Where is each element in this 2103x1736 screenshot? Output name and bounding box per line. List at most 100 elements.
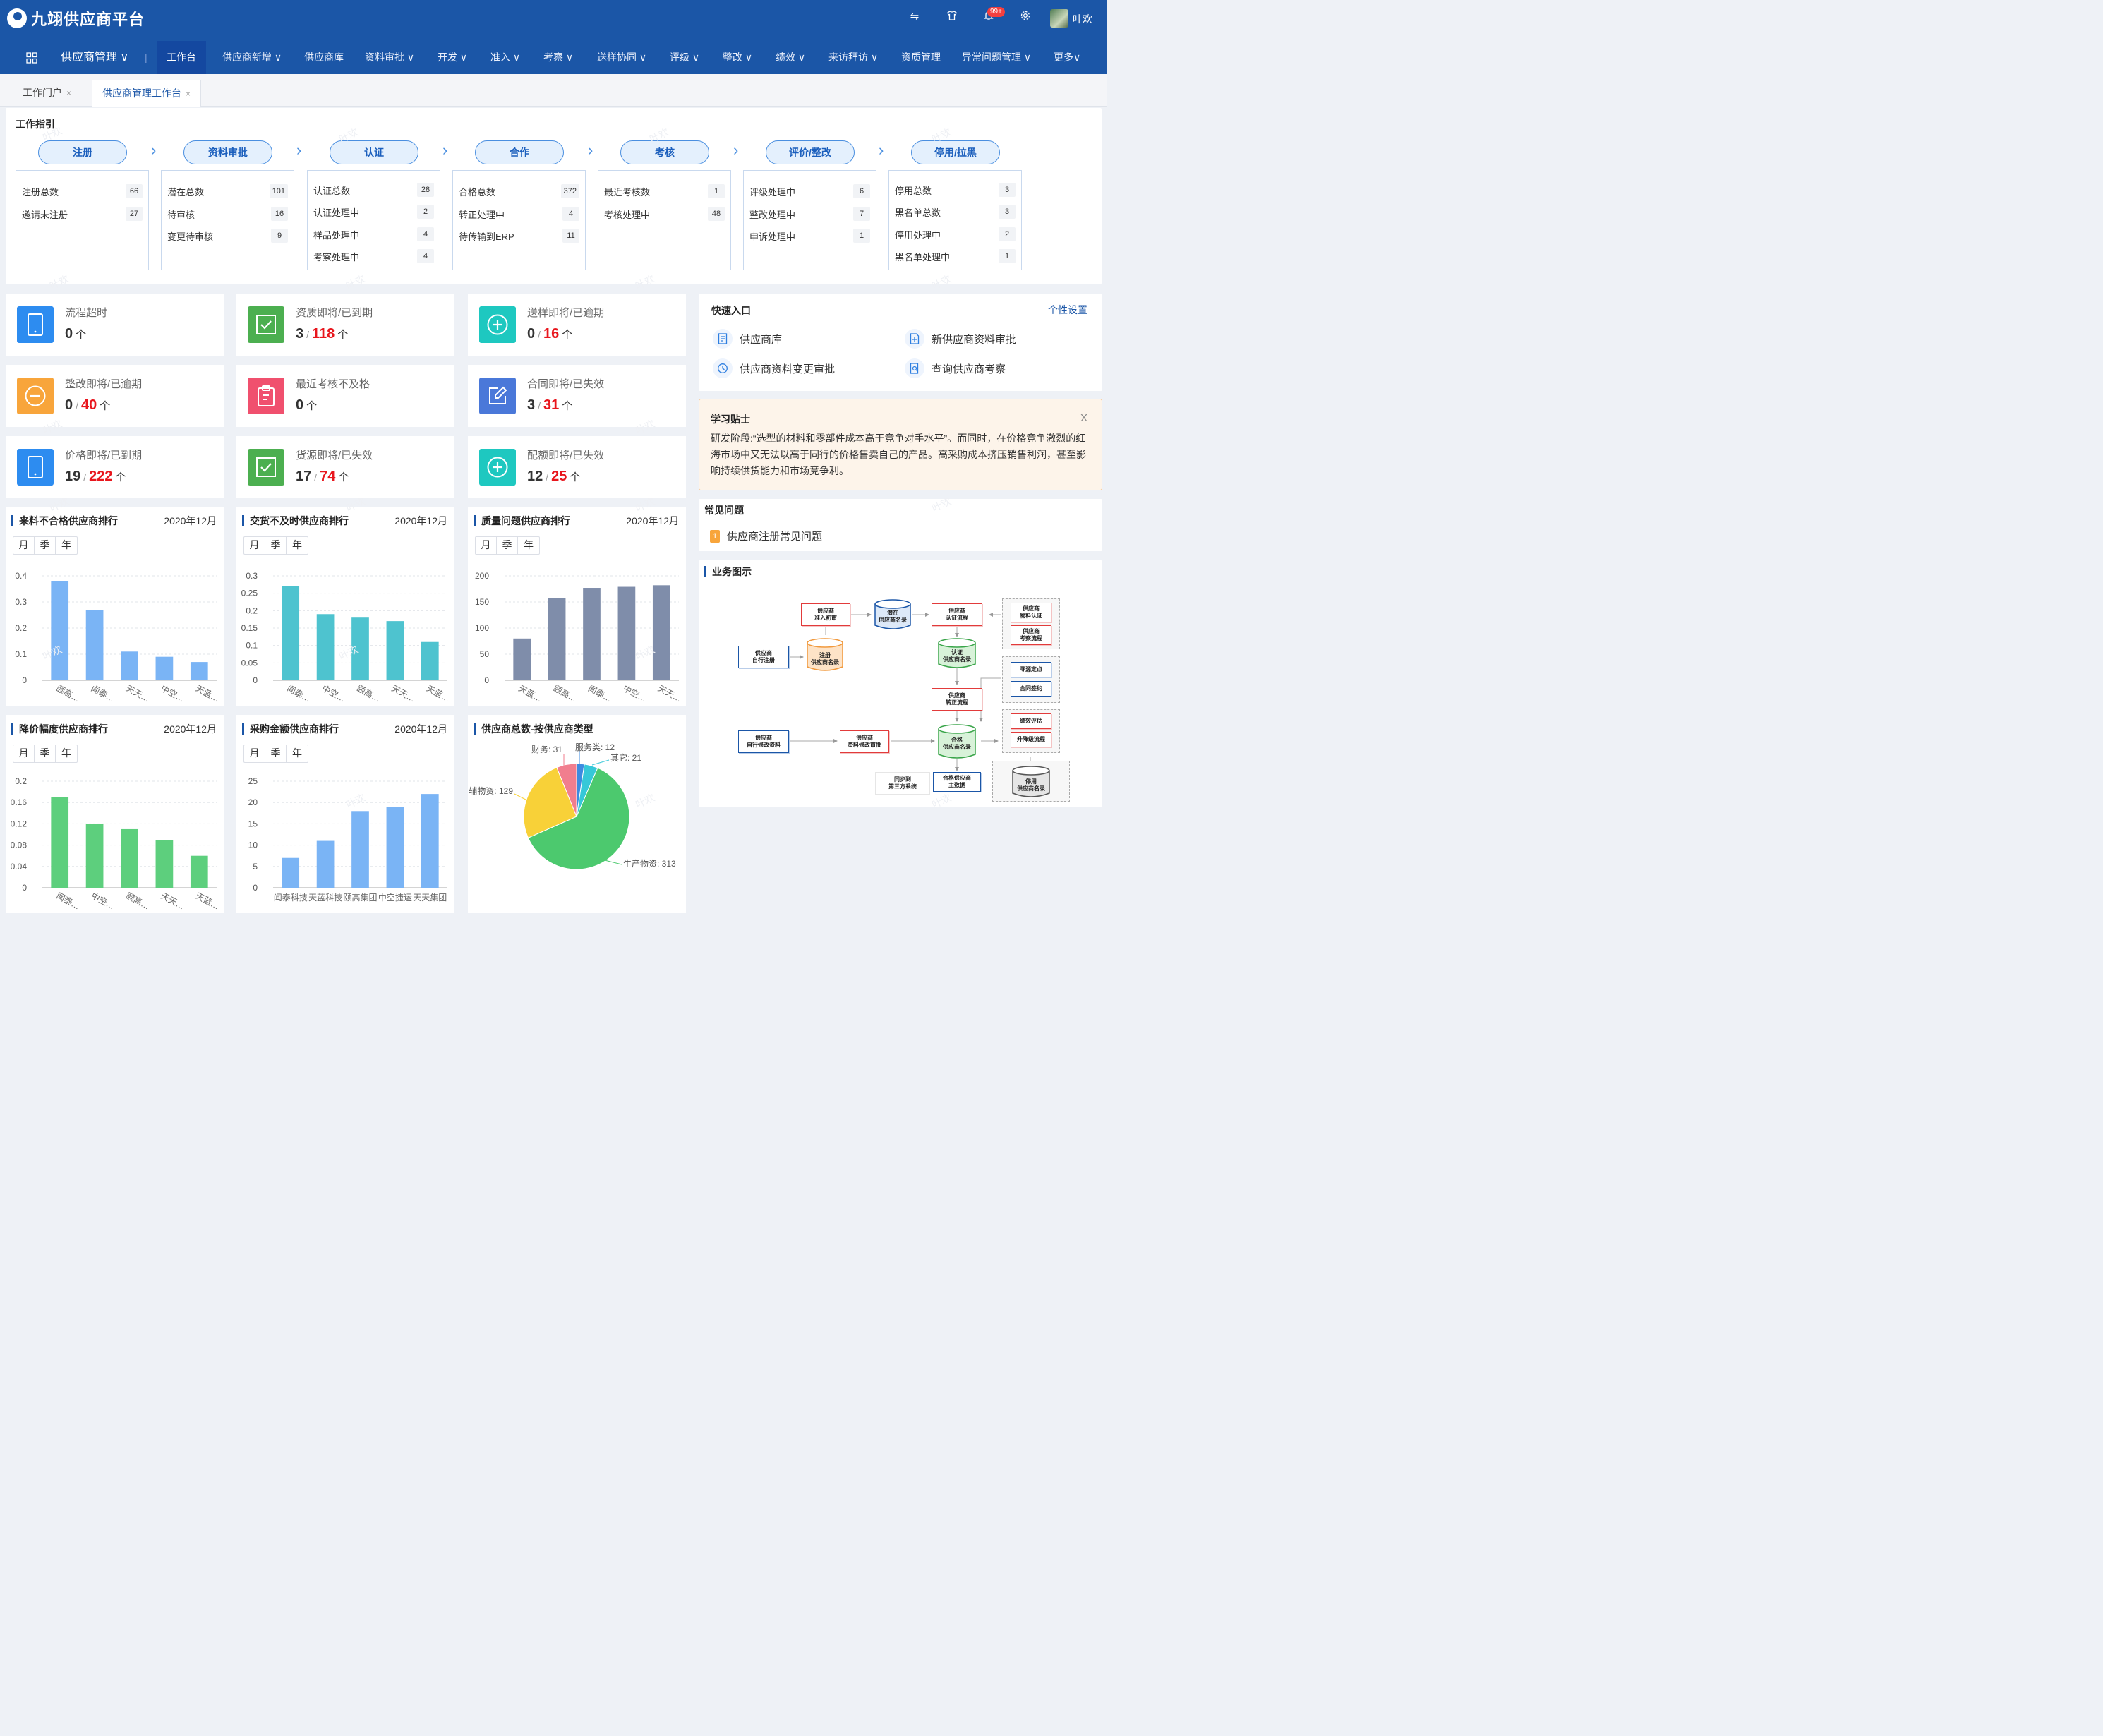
personal-settings-link[interactable]: 个性设置 (1048, 304, 1087, 315)
stat-unit: 个 (76, 329, 87, 341)
period-quarter-button[interactable]: 季 (265, 537, 287, 554)
swap-icon[interactable]: ⇋ (910, 11, 920, 23)
stat-value-b: 16 (543, 326, 560, 342)
nav-item-qualification[interactable]: 资质管理 (901, 52, 941, 63)
logo[interactable]: 九翊供应商平台 (7, 7, 145, 30)
stat-card-value: 12/25 个 (527, 469, 580, 485)
step-row[interactable]: 样品处理中 4 (313, 227, 434, 242)
step-pill-disable[interactable]: 停用/拉黑 (911, 140, 1000, 164)
quick-link-change-approval[interactable]: 供应商资料变更审批 (713, 358, 835, 378)
step-row[interactable]: 停用处理中 2 (895, 227, 1016, 242)
pie-slice-label: 服务类: 12 (575, 742, 615, 752)
gear-icon[interactable] (1018, 10, 1033, 24)
chart-date[interactable]: 2020年12月 (626, 515, 679, 526)
chart-date[interactable]: 2020年12月 (394, 723, 447, 735)
period-month-button[interactable]: 月 (244, 745, 265, 762)
period-quarter-button[interactable]: 季 (35, 745, 56, 762)
step-row[interactable]: 考察处理中 4 (313, 248, 434, 264)
tab-supplier-workbench[interactable]: 供应商管理工作台 × (92, 80, 202, 107)
nav-item-supplier-add[interactable]: 供应商新增 ∨ (222, 52, 282, 63)
chart-date[interactable]: 2020年12月 (394, 515, 447, 526)
step-row[interactable]: 认证总数 28 (313, 182, 434, 198)
step-row[interactable]: 注册总数 66 (22, 183, 143, 199)
step-row[interactable]: 合格总数 372 (459, 183, 579, 199)
nav-item-supplier-library[interactable]: 供应商库 (304, 52, 344, 63)
tab-work-portal[interactable]: 工作门户 × (13, 80, 81, 107)
nav-item-inspection[interactable]: 考察 ∨ (543, 52, 574, 63)
step-row[interactable]: 最近考核数 1 (604, 183, 725, 199)
nav-item-workbench[interactable]: 工作台 (157, 41, 206, 74)
step-row[interactable]: 申诉处理中 1 (749, 228, 870, 243)
step-row-count: 9 (271, 229, 288, 243)
nav-item-exceptions[interactable]: 异常问题管理 ∨ (962, 52, 1032, 63)
period-quarter-button[interactable]: 季 (265, 745, 287, 762)
faq-item[interactable]: 1 供应商注册常见问题 (710, 529, 822, 543)
nav-item-rating[interactable]: 评级 ∨ (670, 52, 700, 63)
chart-panel: 供应商总数-按供应商类型 服务类: 12 其它: 21 生产物资: 313 辅物资: 1… (468, 715, 686, 913)
quick-link-new-approval[interactable]: 新供应商资料审批 (905, 329, 1016, 349)
shirt-icon[interactable] (944, 10, 960, 24)
nav-item-development[interactable]: 开发 ∨ (438, 52, 468, 63)
period-quarter-button[interactable]: 季 (497, 537, 518, 554)
period-month-button[interactable]: 月 (244, 537, 265, 554)
close-icon[interactable]: X (1080, 412, 1088, 424)
period-year-button[interactable]: 年 (292, 747, 302, 759)
nav-item-more[interactable]: 更多∨ (1054, 52, 1081, 63)
step-row[interactable]: 待传输到ERP 11 (459, 228, 579, 243)
step-row[interactable]: 评级处理中 6 (749, 183, 870, 199)
module-switcher[interactable]: 供应商管理 ∨ (61, 52, 129, 64)
stat-card[interactable]: 送样即将/已逾期 0/16 个 (468, 294, 686, 356)
step-row[interactable]: 停用总数 3 (895, 182, 1016, 198)
stat-card[interactable]: 价格即将/已到期 19/222 个 (6, 436, 224, 498)
stat-card[interactable]: 合同即将/已失效 3/31 个 (468, 365, 686, 427)
period-year-button[interactable]: 年 (61, 539, 71, 550)
period-quarter-button[interactable]: 季 (35, 537, 56, 554)
step-row[interactable]: 整改处理中 7 (749, 206, 870, 222)
step-pill-evaluation[interactable]: 评价/整改 (766, 140, 855, 164)
period-year-button[interactable]: 年 (292, 539, 302, 550)
step-pill-cooperation[interactable]: 合作 (475, 140, 564, 164)
step-row[interactable]: 考核处理中 48 (604, 206, 725, 222)
step-row[interactable]: 潜在总数 101 (167, 183, 288, 199)
step-row[interactable]: 黑名单总数 3 (895, 204, 1016, 219)
step-pill-register[interactable]: 注册 (38, 140, 127, 164)
period-month-button[interactable]: 月 (13, 537, 35, 554)
avatar[interactable] (1050, 9, 1068, 28)
step-pill-certification[interactable]: 认证 (330, 140, 418, 164)
chart-date[interactable]: 2020年12月 (164, 515, 217, 526)
stat-card[interactable]: 流程超时 0 个 (6, 294, 224, 356)
stat-card[interactable]: 整改即将/已逾期 0/40 个 (6, 365, 224, 427)
period-year-button[interactable]: 年 (61, 747, 71, 759)
user-name[interactable]: 叶欢 (1073, 13, 1092, 25)
stat-card[interactable]: 货源即将/已失效 17/74 个 (236, 436, 454, 498)
stat-card[interactable]: 最近考核不及格 0 个 (236, 365, 454, 427)
nav-item-performance[interactable]: 绩效 ∨ (776, 52, 806, 63)
chart-title: 质量问题供应商排行 (474, 515, 570, 526)
step-pill-assessment[interactable]: 考核 (620, 140, 709, 164)
grid-menu-icon[interactable] (25, 41, 38, 74)
stat-card[interactable]: 资质即将/已到期 3/118 个 (236, 294, 454, 356)
nav-item-visits[interactable]: 来访拜访 ∨ (828, 52, 879, 63)
step-row[interactable]: 变更待审核 9 (167, 228, 288, 243)
nav-item-sample[interactable]: 送样协同 ∨ (597, 52, 647, 63)
step-row[interactable]: 待审核 16 (167, 206, 288, 222)
stat-card-value: 0/16 个 (527, 326, 572, 342)
step-pill-approval[interactable]: 资料审批 (183, 140, 272, 164)
period-month-button[interactable]: 月 (476, 537, 497, 554)
step-row[interactable]: 黑名单处理中 1 (895, 248, 1016, 264)
quick-link-query-inspection[interactable]: 查询供应商考察 (905, 358, 1006, 378)
nav-item-material-approval[interactable]: 资料审批 ∨ (365, 52, 415, 63)
close-icon[interactable]: × (66, 88, 72, 98)
step-row[interactable]: 邀请未注册 27 (22, 206, 143, 222)
step-row[interactable]: 转正处理中 4 (459, 206, 579, 222)
close-icon[interactable]: × (186, 89, 191, 99)
chart-date[interactable]: 2020年12月 (164, 723, 217, 735)
nav-item-rectification[interactable]: 整改 ∨ (723, 52, 753, 63)
period-month-button[interactable]: 月 (13, 745, 35, 762)
step-row[interactable]: 认证处理中 2 (313, 204, 434, 219)
stat-unit: 个 (100, 400, 111, 412)
quick-link-supplier-library[interactable]: 供应商库 (713, 329, 782, 349)
nav-item-admission[interactable]: 准入 ∨ (490, 52, 521, 63)
period-year-button[interactable]: 年 (524, 539, 534, 550)
stat-card[interactable]: 配额即将/已失效 12/25 个 (468, 436, 686, 498)
